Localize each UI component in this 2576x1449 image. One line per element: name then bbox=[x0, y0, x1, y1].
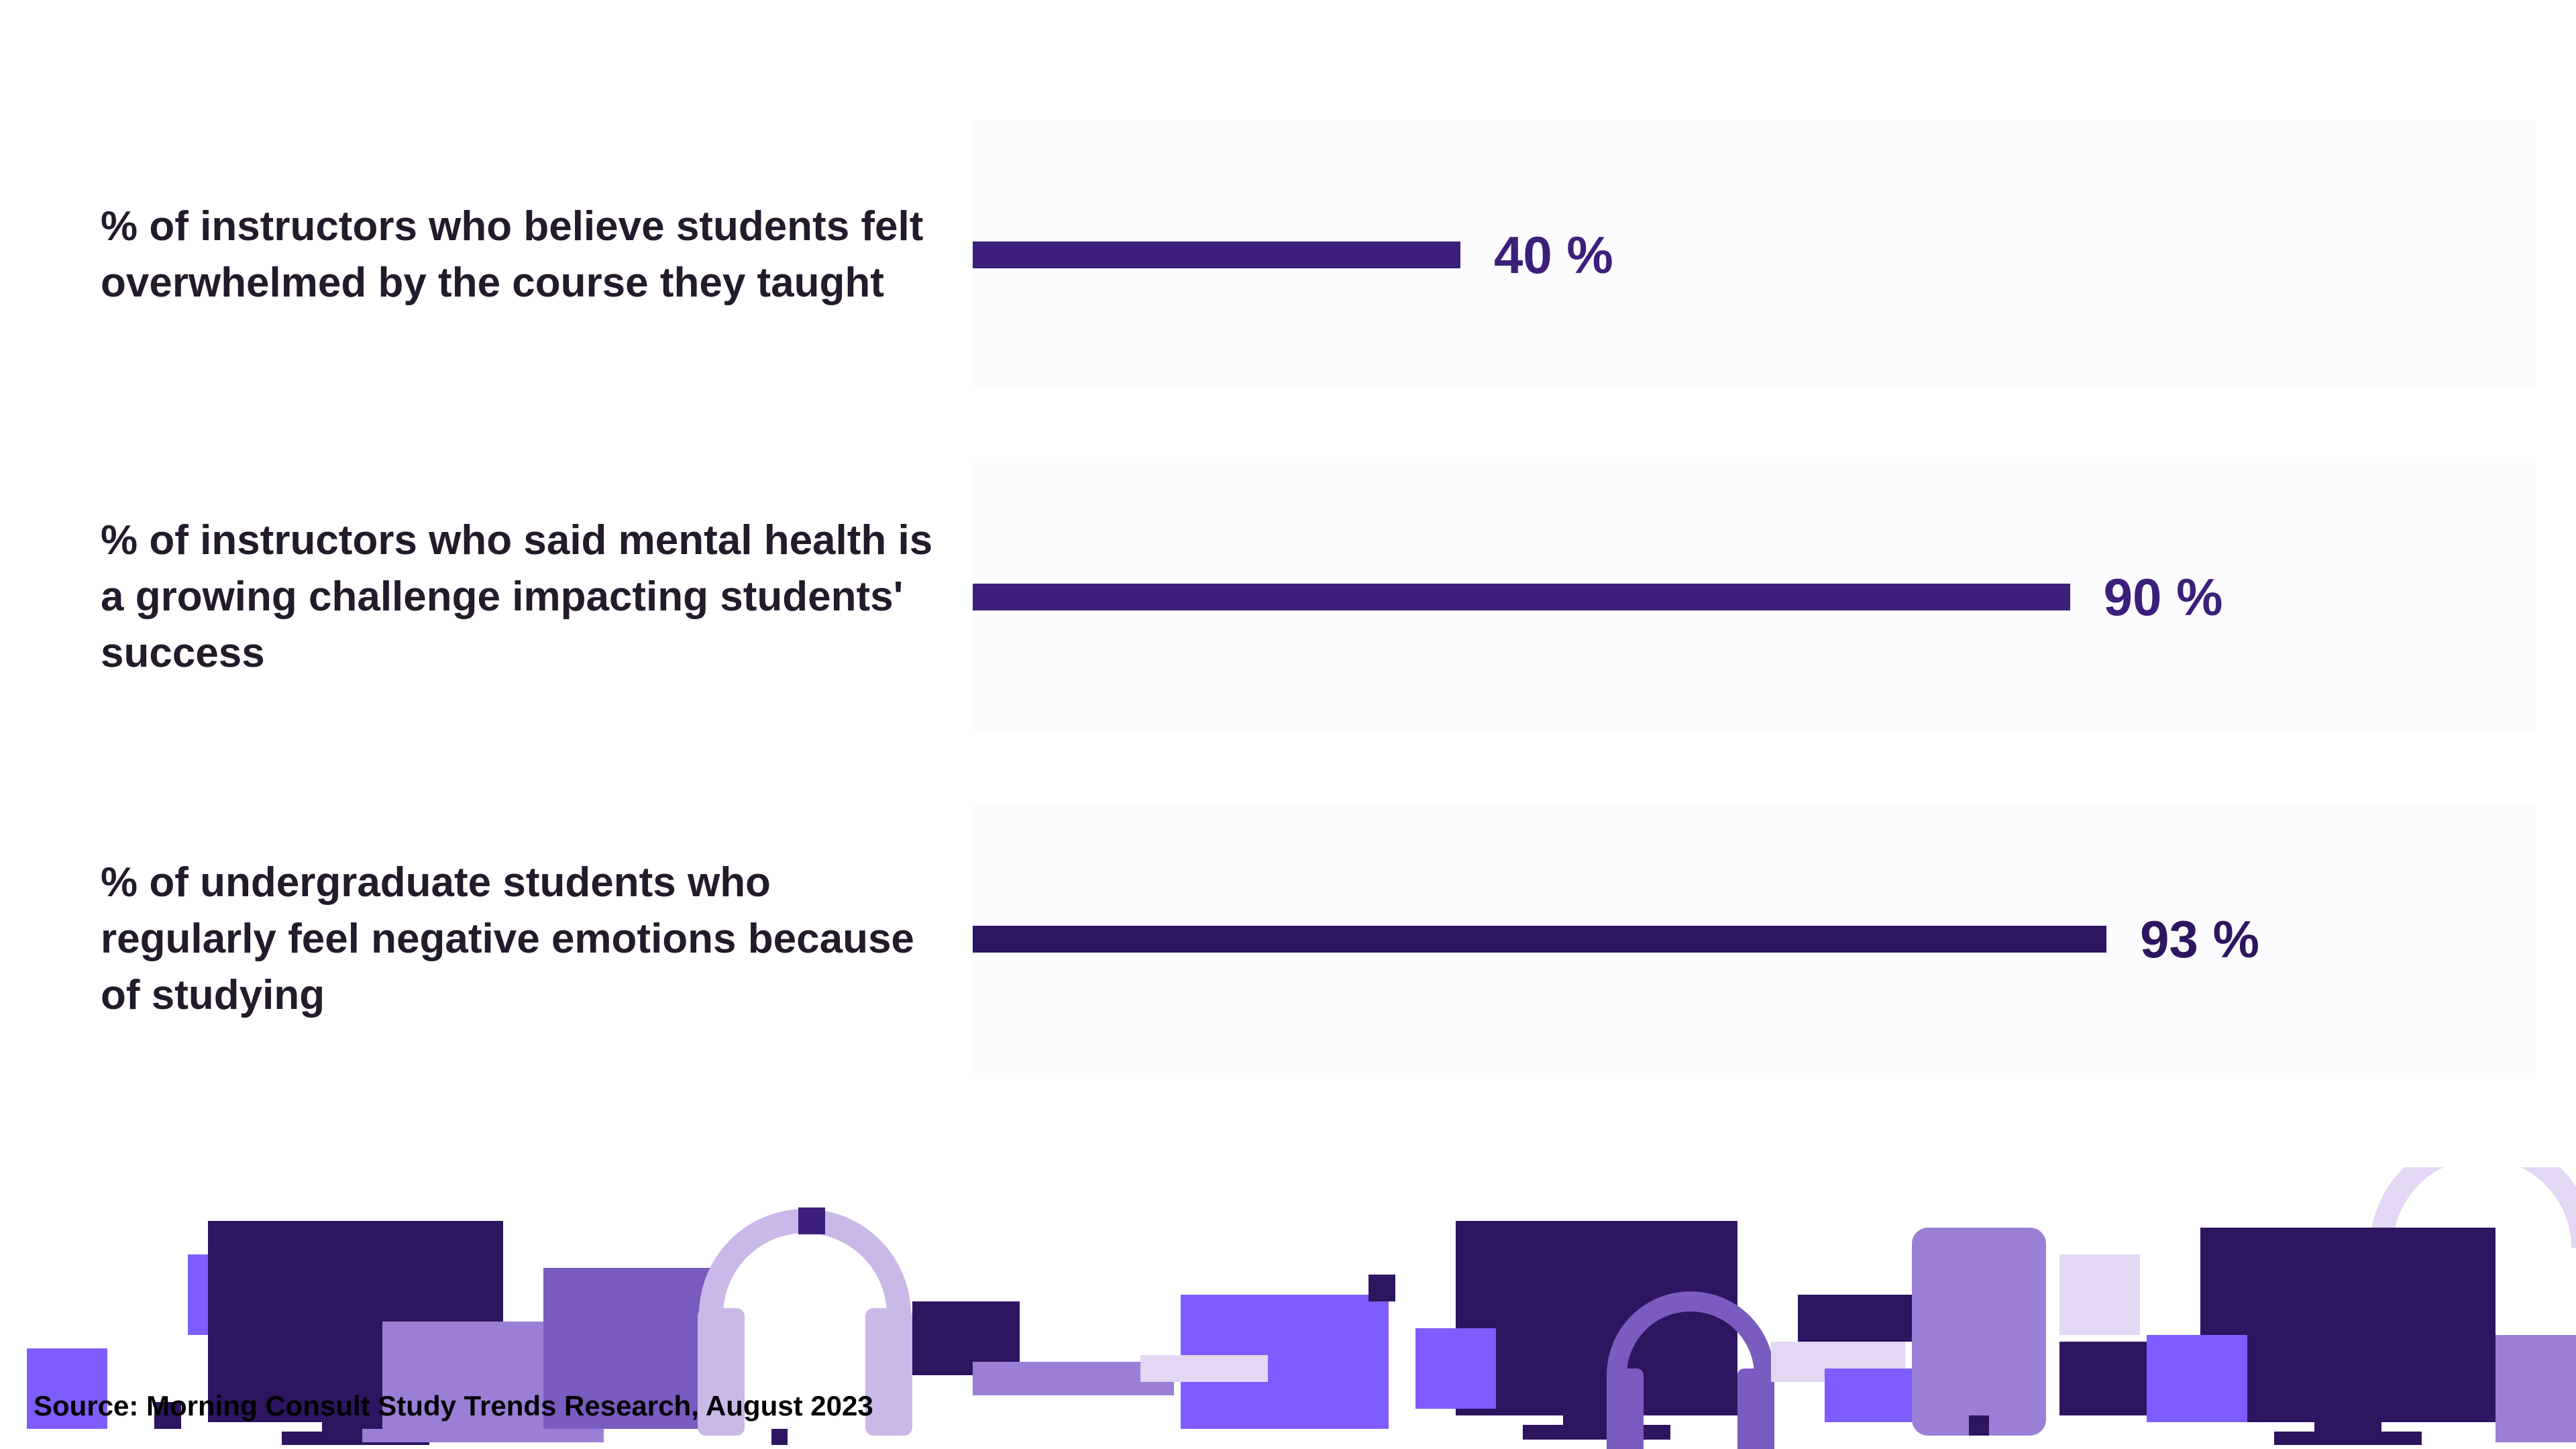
chart-row: % of undergraduate students who regularl… bbox=[101, 805, 2536, 1073]
bar bbox=[973, 926, 2106, 953]
gauge-track: 90 % bbox=[973, 463, 2536, 731]
bar bbox=[973, 241, 1460, 268]
gauge-track: 93 % bbox=[973, 805, 2536, 1073]
bar-value: 40 % bbox=[1494, 225, 1613, 286]
bar-value: 90 % bbox=[2104, 567, 2223, 628]
row-label: % of instructors who believe students fe… bbox=[101, 199, 973, 311]
gauge-track: 40 % bbox=[973, 121, 2536, 389]
source-citation: Source: Morning Consult Study Trends Res… bbox=[34, 1390, 873, 1422]
row-label: % of undergraduate students who regularl… bbox=[101, 855, 973, 1023]
chart-row: % of instructors who said mental health … bbox=[101, 463, 2536, 731]
row-label: % of instructors who said mental health … bbox=[101, 513, 973, 681]
chart-row: % of instructors who believe students fe… bbox=[101, 121, 2536, 389]
bar bbox=[973, 584, 2070, 610]
bar-chart: % of instructors who believe students fe… bbox=[101, 121, 2536, 1147]
bar-value: 93 % bbox=[2140, 909, 2259, 970]
